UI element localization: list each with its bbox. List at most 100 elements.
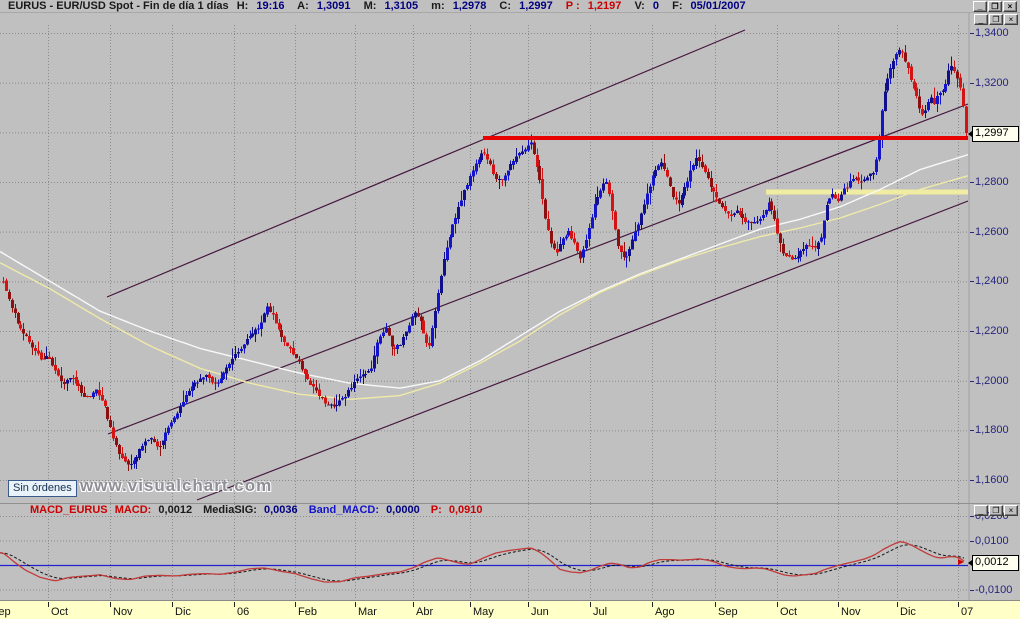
price-axis-label: 1,2600 — [975, 225, 1009, 238]
candle-body — [698, 156, 701, 162]
time-axis-label: Oct — [51, 606, 69, 618]
candle-body — [939, 93, 942, 96]
macd-chart-canvas[interactable] — [0, 504, 968, 600]
candle-body — [672, 187, 675, 198]
candle-body — [11, 299, 14, 308]
macd-marker-arrow-icon — [968, 560, 972, 567]
candle-body — [104, 400, 107, 407]
minimize-icon[interactable]: _ — [973, 1, 987, 12]
candle-body — [208, 374, 211, 379]
candle-body — [718, 198, 721, 204]
candle-body — [437, 292, 440, 312]
candle-body — [643, 204, 646, 214]
field-low: m: 1,2978 — [431, 0, 487, 12]
candle-body — [791, 256, 794, 260]
candle-body — [730, 214, 733, 216]
candle-body — [414, 312, 417, 318]
candle-body — [762, 214, 765, 218]
candle-body — [28, 336, 31, 343]
candle-body — [217, 382, 220, 384]
moving-average-yellow — [0, 175, 968, 400]
candle-body — [785, 253, 788, 257]
chart-title-bar: EURUS - EUR/USD Spot - Fin de día 1 días… — [0, 0, 1020, 13]
time-axis-label: 06 — [237, 606, 250, 618]
candle-body — [808, 245, 811, 247]
candle-body — [109, 420, 112, 427]
macd-axis-label: -0,0100 — [975, 583, 1013, 596]
candle-body — [133, 460, 136, 464]
panel-window-controls: _ ❐ × — [974, 505, 1018, 516]
candle-body — [251, 333, 254, 337]
candle-body — [57, 369, 60, 376]
restore-icon[interactable]: ❐ — [989, 505, 1003, 516]
time-axis[interactable]: Sep Oct Nov Dic 06 Feb Mar Abr May Jun Jul Ago Sep Oc… — [0, 600, 1020, 619]
candle-body — [428, 343, 431, 346]
candle-body — [25, 334, 28, 336]
moving-average-white — [0, 154, 968, 389]
candle-body — [565, 236, 568, 239]
candle-body — [72, 377, 75, 379]
candle-body — [5, 280, 8, 291]
minimize-icon[interactable]: _ — [974, 505, 988, 516]
candle-body — [504, 175, 507, 181]
candle-body — [921, 108, 924, 115]
candle-body — [649, 186, 652, 194]
candle-body — [306, 373, 309, 380]
candle-body — [915, 87, 918, 97]
candle-body — [898, 50, 901, 55]
candle-body — [846, 187, 849, 189]
candle-body — [298, 359, 301, 362]
candle-body — [965, 106, 968, 134]
time-axis-tick — [110, 602, 111, 607]
close-icon[interactable]: × — [1004, 14, 1018, 25]
candle-body — [460, 200, 463, 207]
candle-body — [501, 178, 504, 180]
candle-body — [559, 244, 562, 252]
candle-body — [434, 311, 437, 329]
price-axis-label: 1,2200 — [975, 325, 1009, 338]
candle-body — [63, 381, 66, 384]
candle-body — [167, 427, 170, 434]
time-axis-tick — [897, 602, 898, 607]
candle-body — [391, 335, 394, 347]
candle-body — [768, 202, 771, 212]
price-axis[interactable]: _ ❐ × 1,3400 1,3200 1,2800 1,2600 1,2400 1,2200 1… — [968, 13, 1020, 503]
candle-body — [530, 142, 533, 145]
restore-icon[interactable]: ❐ — [989, 14, 1003, 25]
candle-body — [425, 334, 428, 344]
candle-body — [692, 165, 695, 170]
time-axis-label: Abr — [416, 606, 434, 618]
candle-body — [304, 369, 307, 374]
time-axis-tick — [958, 602, 959, 607]
candle-body — [614, 211, 617, 230]
candle-body — [794, 257, 797, 260]
restore-icon[interactable]: ❐ — [988, 1, 1002, 12]
candle-body — [234, 353, 237, 358]
field-hour: H: 19:16 — [236, 0, 285, 12]
price-chart-plot[interactable] — [0, 13, 968, 503]
candle-body — [518, 152, 521, 156]
candle-body — [840, 194, 843, 201]
candle-body — [889, 68, 892, 79]
candle-body — [359, 376, 362, 379]
close-icon[interactable]: × — [1004, 505, 1018, 516]
price-chart-canvas[interactable] — [0, 13, 968, 503]
last-price-box: 1,2997 — [968, 126, 1019, 142]
candle-body — [855, 178, 858, 180]
candle-body — [367, 371, 370, 373]
candle-body — [211, 377, 214, 383]
minimize-icon[interactable]: _ — [974, 14, 988, 25]
candle-body — [115, 437, 118, 446]
candle-body — [292, 347, 295, 355]
candle-body — [683, 187, 686, 196]
candle-body — [849, 181, 852, 188]
candle-body — [408, 325, 411, 333]
macd-chart-plot[interactable] — [0, 503, 968, 601]
axis-tick — [970, 231, 974, 233]
candle-body — [144, 441, 147, 446]
close-icon[interactable]: × — [1003, 1, 1017, 12]
candle-body — [193, 382, 196, 387]
candle-body — [182, 401, 185, 407]
macd-axis[interactable]: 0,0200 0,0100 -0,0100 _ ❐ × 0,0012 — [968, 503, 1020, 601]
macd-axis-label: 0,0100 — [975, 534, 1009, 547]
